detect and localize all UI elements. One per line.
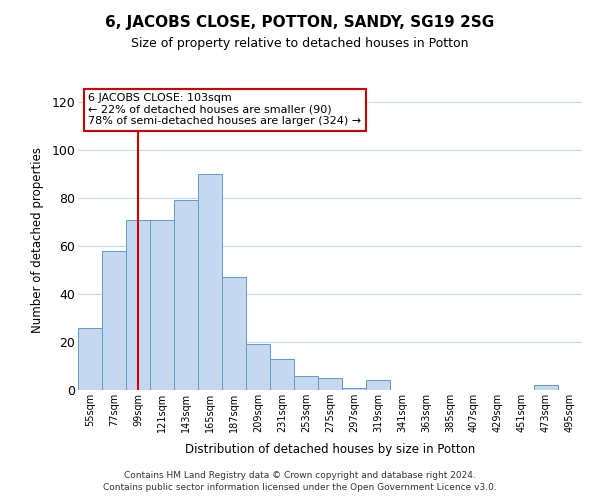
Bar [534, 385, 558, 390]
Bar [366, 380, 390, 390]
Text: 6, JACOBS CLOSE, POTTON, SANDY, SG19 2SG: 6, JACOBS CLOSE, POTTON, SANDY, SG19 2SG [106, 15, 494, 30]
Bar [294, 376, 318, 390]
Bar [270, 359, 294, 390]
X-axis label: Distribution of detached houses by size in Potton: Distribution of detached houses by size … [185, 444, 475, 456]
Bar [198, 174, 222, 390]
Bar [78, 328, 102, 390]
Bar [126, 220, 150, 390]
Text: Contains public sector information licensed under the Open Government Licence v3: Contains public sector information licen… [103, 484, 497, 492]
Bar [150, 220, 174, 390]
Bar [318, 378, 342, 390]
Bar [102, 251, 126, 390]
Bar [246, 344, 270, 390]
Bar [222, 277, 246, 390]
Y-axis label: Number of detached properties: Number of detached properties [31, 147, 44, 333]
Bar [342, 388, 366, 390]
Text: Size of property relative to detached houses in Potton: Size of property relative to detached ho… [131, 38, 469, 51]
Text: 6 JACOBS CLOSE: 103sqm
← 22% of detached houses are smaller (90)
78% of semi-det: 6 JACOBS CLOSE: 103sqm ← 22% of detached… [88, 93, 361, 126]
Bar [174, 200, 198, 390]
Text: Contains HM Land Registry data © Crown copyright and database right 2024.: Contains HM Land Registry data © Crown c… [124, 471, 476, 480]
